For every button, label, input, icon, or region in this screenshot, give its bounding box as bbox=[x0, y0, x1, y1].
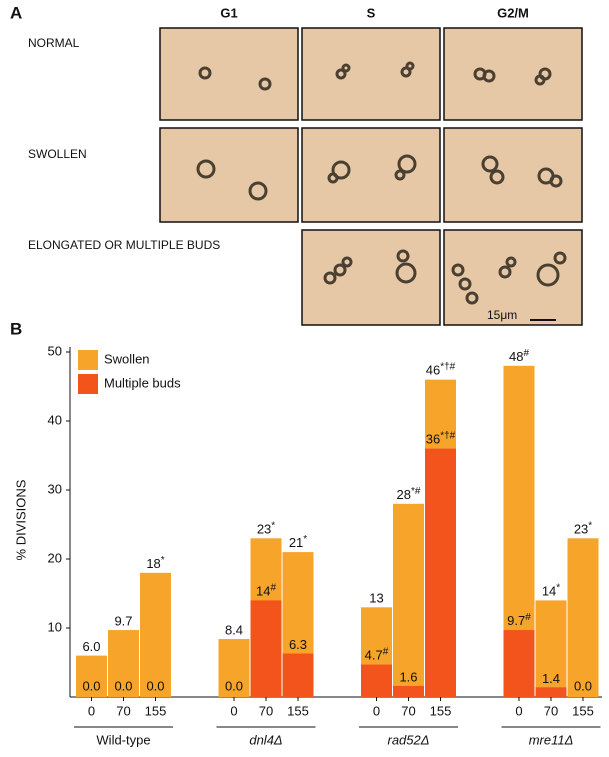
bar bbox=[393, 686, 424, 697]
legend-label: Multiple buds bbox=[104, 375, 181, 390]
x-tick-label: 0 bbox=[373, 703, 380, 718]
x-tick-label: 70 bbox=[116, 703, 130, 718]
value-label: 6.3 bbox=[289, 637, 307, 652]
bar bbox=[283, 654, 314, 697]
y-tick-label: 10 bbox=[48, 619, 62, 634]
value-label: 0.0 bbox=[82, 678, 100, 693]
value-label: 14* bbox=[542, 582, 560, 599]
bar bbox=[361, 665, 392, 697]
bar bbox=[425, 449, 456, 697]
group-label: Wild-type bbox=[96, 732, 150, 747]
row-label: ELONGATED OR MULTIPLE BUDS bbox=[28, 238, 220, 252]
row-label: SWOLLEN bbox=[28, 147, 87, 161]
value-label: 9.7 bbox=[114, 614, 132, 629]
legend-swatch bbox=[78, 374, 98, 394]
value-label: 48# bbox=[509, 347, 529, 364]
scale-label: 15μm bbox=[487, 308, 517, 322]
value-label: 28*# bbox=[397, 485, 421, 502]
bar bbox=[568, 538, 599, 697]
x-tick-label: 155 bbox=[430, 703, 452, 718]
x-tick-label: 0 bbox=[88, 703, 95, 718]
y-axis-label: % DIVISIONS bbox=[13, 479, 28, 560]
value-label: 46*†# bbox=[426, 361, 456, 378]
value-label: 23* bbox=[574, 520, 592, 537]
row-label: NORMAL bbox=[28, 36, 80, 50]
y-tick-label: 50 bbox=[48, 343, 62, 358]
panel-label: B bbox=[10, 319, 22, 338]
value-label: 1.4 bbox=[542, 671, 560, 686]
value-label: 0.0 bbox=[114, 678, 132, 693]
value-label: 0.0 bbox=[225, 678, 243, 693]
y-tick-label: 20 bbox=[48, 550, 62, 565]
group-label: dnl4Δ bbox=[249, 732, 282, 747]
legend-swatch bbox=[78, 350, 98, 370]
group-label: rad52Δ bbox=[388, 732, 430, 747]
value-label: 13 bbox=[369, 591, 383, 606]
value-label: 0.0 bbox=[574, 678, 592, 693]
bar bbox=[251, 600, 282, 697]
column-label: G1 bbox=[220, 5, 237, 20]
y-tick-label: 40 bbox=[48, 412, 62, 427]
x-tick-label: 70 bbox=[259, 703, 273, 718]
value-label: 8.4 bbox=[225, 622, 243, 637]
x-tick-label: 0 bbox=[515, 703, 522, 718]
x-tick-label: 0 bbox=[230, 703, 237, 718]
bar bbox=[393, 504, 424, 697]
figure: A G1 S G2/M NORMAL SWOLLEN ELONGATED OR … bbox=[0, 0, 609, 752]
x-tick-label: 70 bbox=[401, 703, 415, 718]
legend-label: Swollen bbox=[104, 351, 150, 366]
column-label: G2/M bbox=[497, 5, 529, 20]
value-label: 23* bbox=[257, 520, 275, 537]
panel-label: A bbox=[10, 3, 22, 22]
micrographs bbox=[160, 28, 582, 325]
group-label: mre11Δ bbox=[529, 732, 574, 747]
x-tick-label: 155 bbox=[145, 703, 167, 718]
bar bbox=[504, 630, 535, 697]
column-label: S bbox=[367, 5, 376, 20]
value-label: 21* bbox=[289, 534, 307, 551]
x-tick-label: 70 bbox=[544, 703, 558, 718]
x-tick-label: 155 bbox=[287, 703, 309, 718]
value-label: 1.6 bbox=[399, 669, 417, 684]
bar bbox=[536, 687, 567, 697]
y-tick-label: 30 bbox=[48, 481, 62, 496]
value-label: 0.0 bbox=[146, 678, 164, 693]
value-label: 6.0 bbox=[82, 639, 100, 654]
x-tick-label: 155 bbox=[572, 703, 594, 718]
value-label: 18* bbox=[146, 554, 164, 571]
